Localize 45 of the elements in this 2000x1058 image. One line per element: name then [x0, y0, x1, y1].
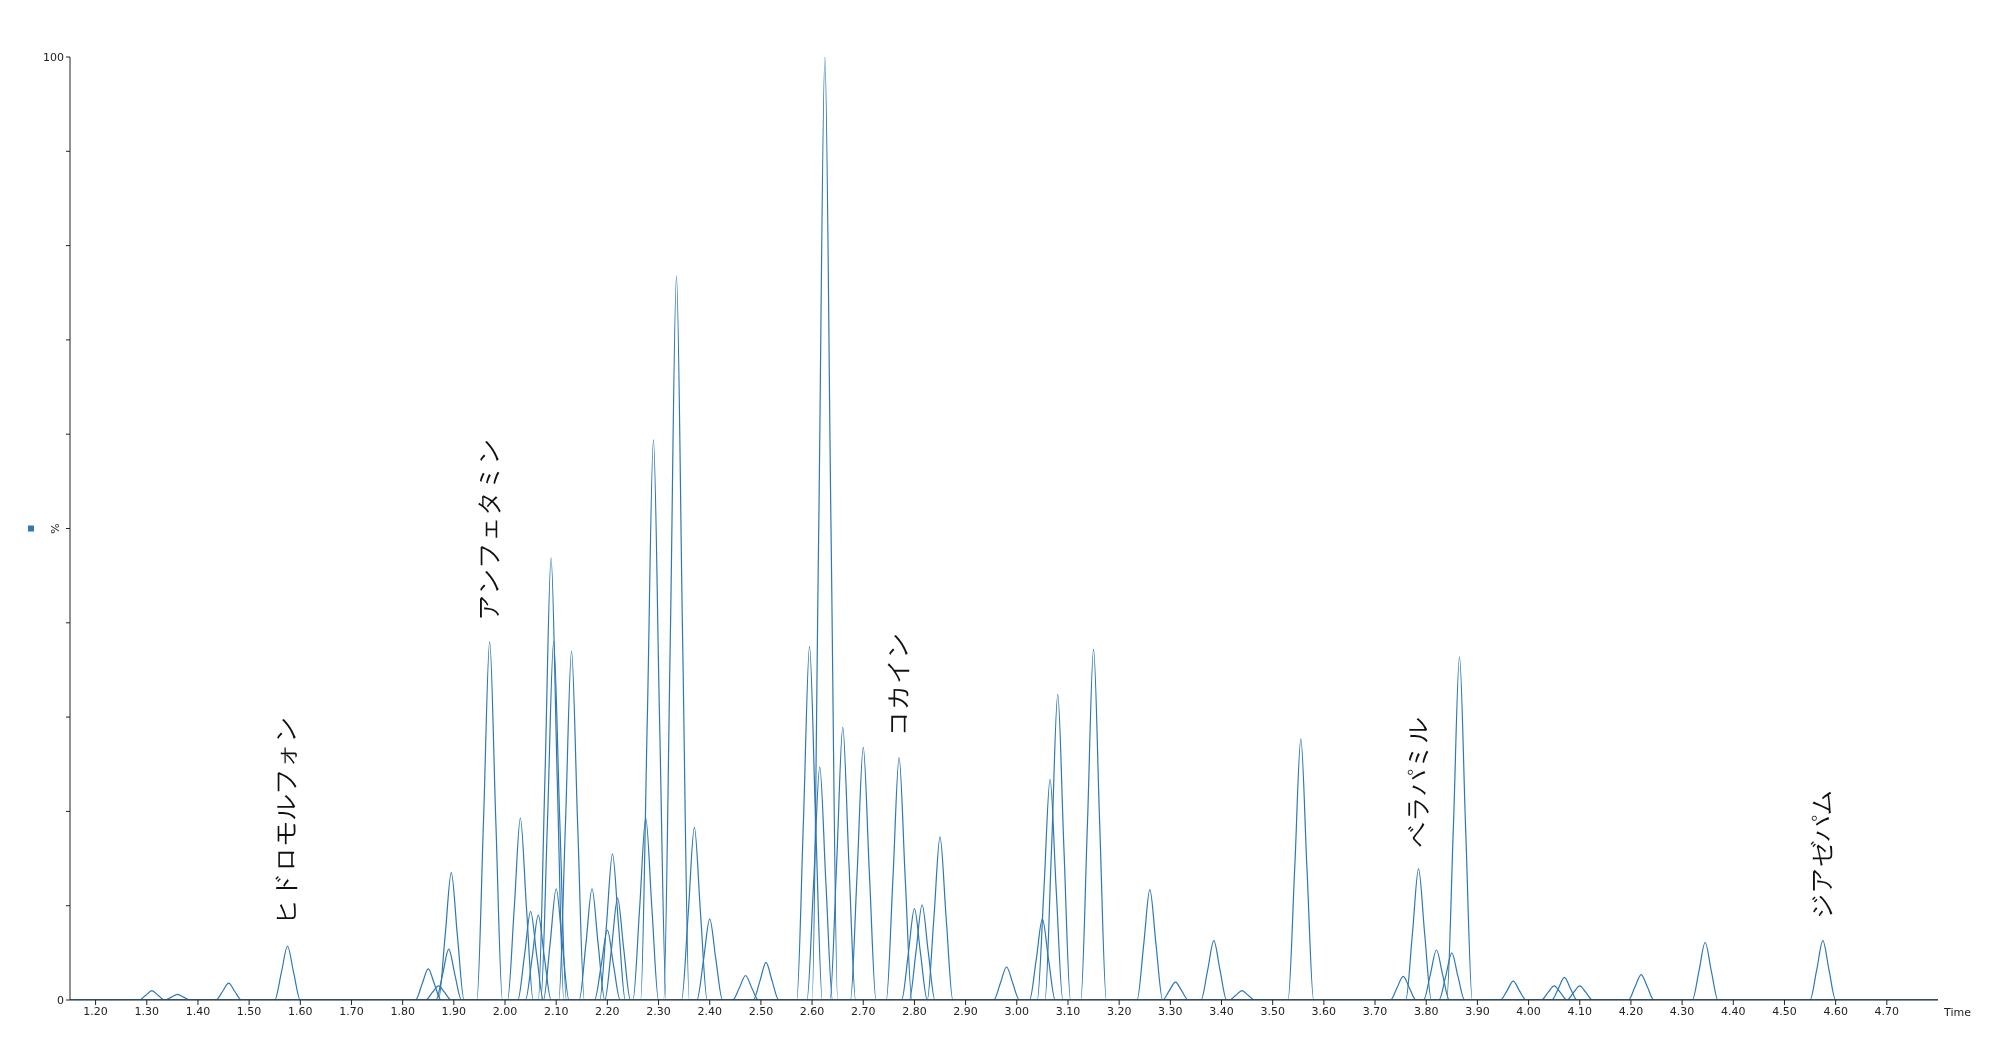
x-tick-label: 4.20 [1618, 1004, 1644, 1018]
x-tick-label: 1.30 [134, 1004, 160, 1018]
x-tick-label: 2.60 [799, 1004, 825, 1018]
annotation: アンフェタミン [473, 437, 503, 620]
x-tick-label: 4.70 [1874, 1004, 1900, 1018]
annotation: ヒドロモルフォン [271, 716, 301, 925]
x-axis-title: Time [1943, 1006, 1972, 1019]
x-tick-label: 1.70 [339, 1004, 364, 1018]
x-tick-label: 3.40 [1209, 1004, 1234, 1018]
x-tick-label: 2.70 [851, 1004, 876, 1018]
x-tick-label: 3.70 [1362, 1004, 1388, 1018]
annotation: ベラパミル [1402, 716, 1432, 847]
x-tick-label: 3.00 [1004, 1004, 1030, 1018]
x-tick-label: 2.30 [646, 1004, 671, 1018]
x-tick-label: 2.80 [902, 1004, 927, 1018]
x-tick-label: 1.20 [83, 1004, 108, 1018]
x-tick-label: 1.50 [236, 1004, 262, 1018]
x-tick-label: 3.10 [1055, 1004, 1081, 1018]
y-tick-label: 0 [57, 993, 64, 1007]
x-tick-label: 3.90 [1465, 1004, 1490, 1018]
x-tick-label: 2.00 [492, 1004, 518, 1018]
x-tick-label: 1.60 [288, 1004, 313, 1018]
x-tick-label: 4.10 [1567, 1004, 1592, 1018]
x-tick-label: 3.30 [1158, 1004, 1183, 1018]
x-tick-label: 1.80 [390, 1004, 415, 1018]
x-tick-label: 1.40 [185, 1004, 211, 1018]
y-tick-label: 100 [43, 50, 64, 64]
x-tick-label: 2.40 [697, 1004, 722, 1018]
x-tick-label: 4.40 [1721, 1004, 1746, 1018]
x-tick-label: 4.30 [1669, 1004, 1695, 1018]
x-tick-label: 4.60 [1823, 1004, 1848, 1018]
x-tick-label: 3.20 [1106, 1004, 1132, 1018]
x-tick-label: 4.00 [1516, 1004, 1541, 1018]
x-tick-label: 3.80 [1413, 1004, 1439, 1018]
x-tick-label: 4.50 [1772, 1004, 1797, 1018]
x-tick-label: 3.50 [1260, 1004, 1285, 1018]
annotation: ジアゼパム [1806, 788, 1836, 919]
y-axis-title: % [49, 523, 62, 534]
x-tick-label: 2.90 [953, 1004, 978, 1018]
x-tick-label: 3.60 [1311, 1004, 1337, 1018]
annotation: コカイン [883, 631, 913, 736]
x-tick-label: 1.90 [441, 1004, 467, 1018]
x-tick-label: 2.10 [543, 1004, 569, 1018]
x-tick-label: 2.50 [748, 1004, 774, 1018]
x-tick-label: 2.20 [595, 1004, 620, 1018]
